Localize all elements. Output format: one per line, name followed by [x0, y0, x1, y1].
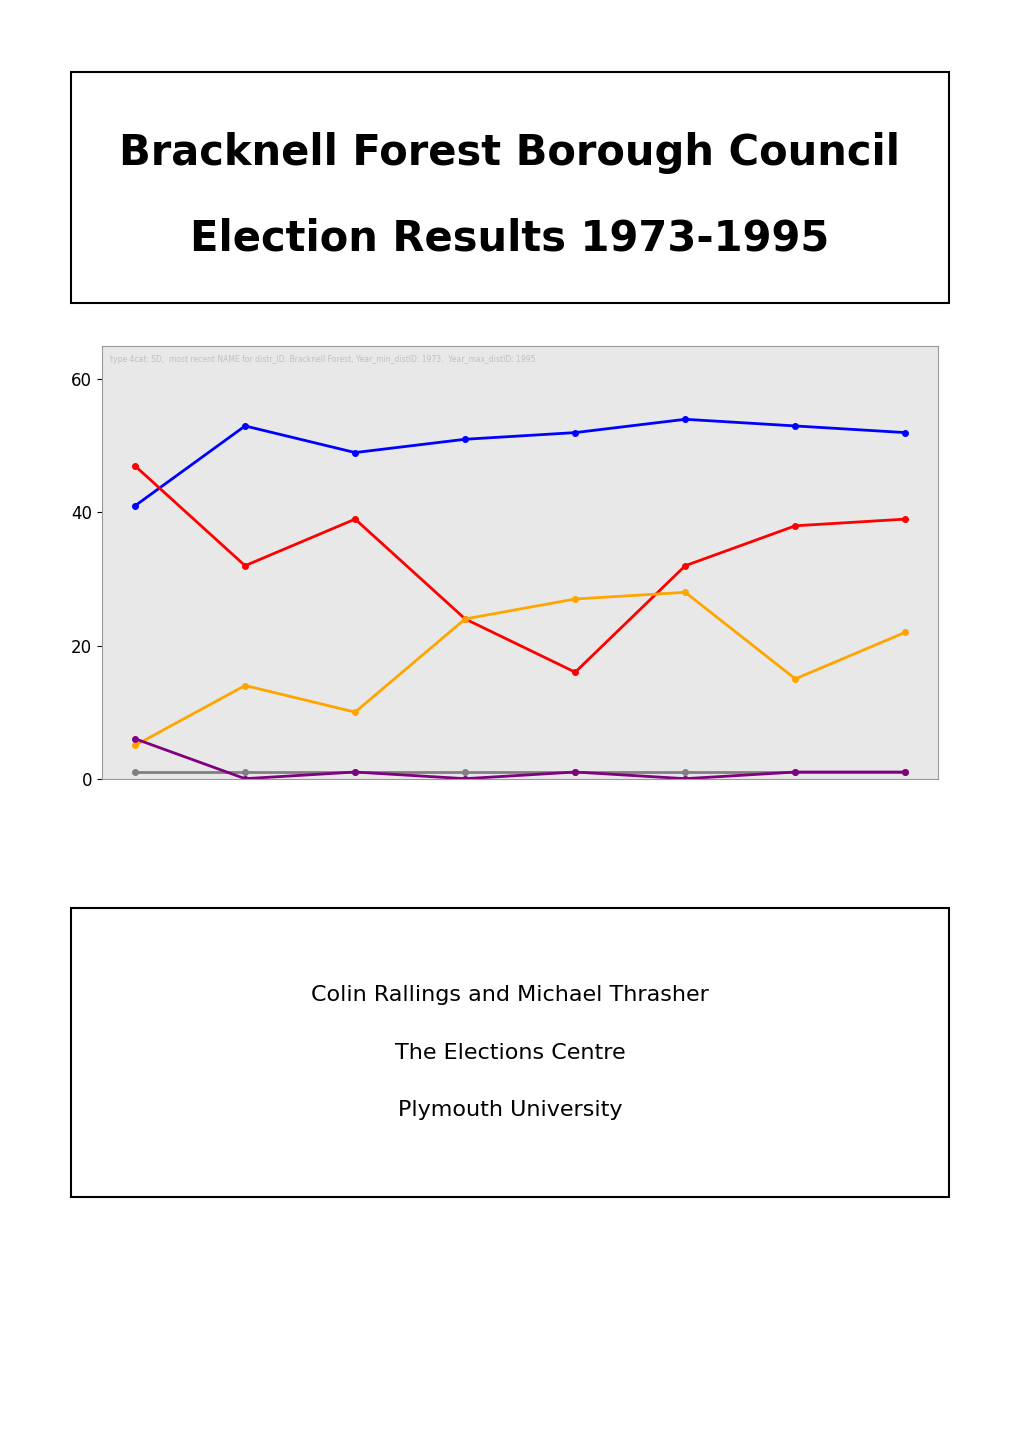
Text: The Elections Centre: The Elections Centre	[394, 1043, 625, 1063]
FancyBboxPatch shape	[71, 72, 948, 303]
Text: Plymouth University: Plymouth University	[397, 1100, 622, 1120]
FancyBboxPatch shape	[71, 908, 948, 1197]
Text: type 4cat: SD,  most recent NAME for distr_ID: Bracknell Forest, Year_min_distID: type 4cat: SD, most recent NAME for dist…	[110, 355, 535, 363]
Text: Election Results 1973-1995: Election Results 1973-1995	[191, 218, 828, 260]
Text: Bracknell Forest Borough Council: Bracknell Forest Borough Council	[119, 131, 900, 174]
Text: Colin Rallings and Michael Thrasher: Colin Rallings and Michael Thrasher	[311, 985, 708, 1005]
